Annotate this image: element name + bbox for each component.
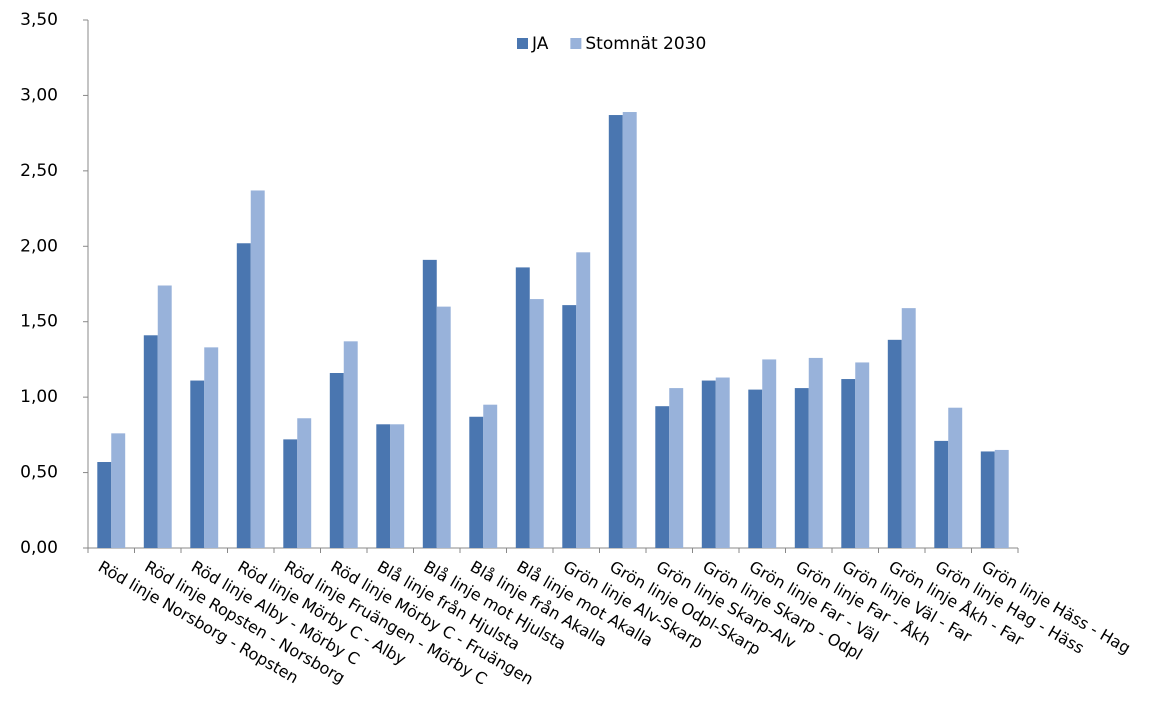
bar <box>934 440 949 548</box>
bar <box>762 359 777 548</box>
bar <box>715 377 730 548</box>
legend-label: Stomnät 2030 <box>585 34 706 54</box>
bar <box>562 305 577 548</box>
bar <box>422 259 437 548</box>
bar <box>283 439 298 548</box>
bar <box>157 285 172 548</box>
bar <box>297 418 312 548</box>
bar <box>190 380 205 548</box>
bar <box>329 373 344 548</box>
y-tick-label: 3,50 <box>20 10 58 30</box>
bar <box>529 299 544 548</box>
bar <box>855 362 870 548</box>
bar <box>980 451 995 548</box>
bar <box>97 462 112 548</box>
bar <box>111 433 126 548</box>
y-tick-label: 1,00 <box>20 387 58 407</box>
bar <box>622 112 637 548</box>
y-tick-label: 2,50 <box>20 161 58 181</box>
legend-label: JA <box>531 34 549 54</box>
bar <box>143 335 158 548</box>
bar <box>887 339 902 548</box>
y-tick-label: 3,00 <box>20 85 58 105</box>
bar <box>469 416 484 548</box>
legend-swatch <box>570 38 582 49</box>
bar <box>483 404 498 548</box>
bar <box>436 306 451 548</box>
bar <box>701 380 716 548</box>
bar <box>655 406 670 548</box>
bar <box>901 308 916 548</box>
bar <box>794 388 809 548</box>
bar <box>748 389 763 548</box>
bar <box>841 379 856 548</box>
y-tick-label: 0,00 <box>20 538 58 558</box>
bar <box>948 407 963 548</box>
bar <box>994 449 1009 548</box>
bar <box>390 424 405 548</box>
bar <box>376 424 391 548</box>
bar <box>515 267 530 548</box>
bar <box>343 341 358 548</box>
bar <box>204 347 219 548</box>
legend-swatch <box>517 38 528 49</box>
bar <box>236 243 251 549</box>
bar <box>576 252 591 548</box>
bar <box>250 190 265 548</box>
y-tick-label: 2,00 <box>20 236 58 256</box>
y-tick-label: 1,50 <box>20 312 58 332</box>
bar <box>608 115 623 548</box>
y-tick-label: 0,50 <box>20 463 58 483</box>
bar <box>669 388 684 548</box>
bar <box>808 357 823 548</box>
